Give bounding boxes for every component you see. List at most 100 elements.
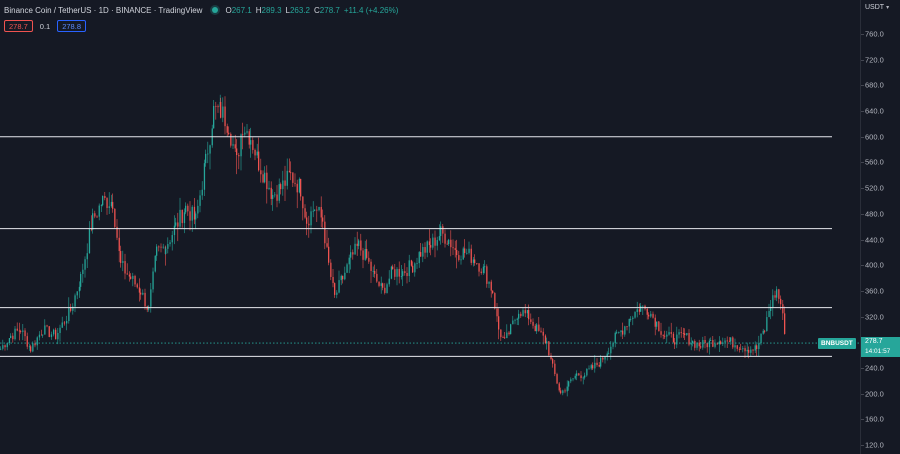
price-tick-mark	[861, 290, 864, 292]
candle-body	[386, 284, 388, 293]
candle-body	[506, 332, 508, 339]
candle-body	[20, 331, 22, 333]
candle-body	[706, 343, 708, 348]
candle-body	[280, 184, 282, 190]
candle-body	[454, 248, 456, 250]
price-tick-label: 200.0	[865, 389, 884, 399]
candle-body	[680, 332, 682, 334]
candle-body	[372, 270, 374, 272]
candle-body	[524, 310, 526, 314]
candlestick-chart[interactable]	[0, 0, 860, 454]
candle-body	[778, 289, 780, 299]
candle-body	[256, 151, 258, 156]
spread-value: 0.1	[39, 21, 51, 31]
candle-body	[418, 252, 420, 264]
candle-body	[30, 346, 32, 352]
candle-body	[736, 345, 738, 349]
candle-body	[300, 178, 302, 197]
candle-body	[658, 321, 660, 332]
market-status-icon	[212, 7, 219, 13]
candle-body	[264, 172, 266, 183]
sell-button[interactable]: 278.7	[4, 20, 33, 32]
candle-body	[191, 206, 193, 221]
bar-countdown: 14:01:57	[865, 348, 891, 356]
candle-body	[642, 305, 644, 307]
candle-body	[388, 278, 390, 285]
candle-body	[195, 213, 197, 220]
candle-body	[112, 201, 114, 209]
symbol-title[interactable]: Binance Coin / TetherUS · 1D · BINANCE ·…	[4, 5, 203, 15]
open-value: 267.1	[231, 5, 252, 15]
candle-body	[434, 237, 436, 246]
candle-body	[72, 306, 74, 311]
currency-selector[interactable]: USDT ▾	[861, 0, 900, 16]
candle-body	[574, 375, 576, 379]
candle-body	[169, 242, 171, 245]
candle-body	[368, 257, 370, 262]
candle-body	[662, 334, 664, 336]
candle-body	[215, 105, 217, 107]
candle-body	[408, 260, 410, 277]
candle-body	[76, 291, 78, 296]
chart-area[interactable]	[0, 0, 860, 454]
candle-body	[664, 335, 666, 337]
candle-body	[38, 334, 41, 338]
candle-body	[320, 206, 322, 218]
price-tick-mark	[861, 367, 864, 369]
candle-body	[126, 273, 128, 275]
candle-body	[490, 281, 492, 291]
candle-body	[258, 151, 260, 171]
candle-body	[86, 253, 88, 260]
candle-body	[136, 284, 138, 288]
candle-body	[576, 373, 578, 376]
candle-body	[330, 262, 332, 277]
candle-body	[486, 266, 488, 284]
candle-body	[676, 334, 678, 345]
candle-body	[668, 332, 670, 335]
candle-body	[36, 337, 38, 346]
candle-body	[244, 132, 246, 135]
candle-body	[236, 148, 238, 156]
candle-body	[546, 341, 548, 344]
candle-body	[494, 293, 496, 309]
candle-body	[394, 269, 396, 277]
buy-button[interactable]: 278.8	[57, 20, 86, 32]
price-tick-mark	[861, 111, 864, 113]
candle-body	[226, 126, 228, 133]
candle-body	[650, 313, 652, 317]
candle-body	[412, 265, 414, 273]
candle-body	[748, 349, 750, 353]
candle-body	[728, 340, 731, 342]
price-tick-mark	[861, 213, 864, 215]
candle-body	[522, 310, 524, 317]
price-scale[interactable]: USDT ▾ 760.0 720.0 680.0 640.0 600.0 560.0 520.…	[860, 0, 900, 454]
candle-body	[222, 106, 224, 118]
price-tick-mark	[861, 59, 864, 61]
candle-body	[74, 295, 76, 307]
candle-body	[446, 243, 448, 245]
candle-body	[744, 348, 746, 352]
candle-body	[488, 281, 490, 284]
candle-body	[242, 134, 244, 136]
candle-body	[106, 198, 108, 208]
price-tick-mark	[861, 188, 864, 190]
candle-body	[746, 349, 748, 352]
candle-body	[134, 275, 136, 285]
candle-body	[326, 243, 328, 247]
candle-body	[18, 330, 21, 332]
candle-body	[8, 337, 11, 343]
candle-body	[516, 318, 518, 320]
price-tick-label: 120.0	[865, 440, 884, 450]
candle-body	[480, 271, 482, 273]
candle-body	[620, 330, 622, 333]
price-tick-label: 680.0	[865, 80, 884, 90]
candle-body	[738, 348, 741, 350]
candle-body	[694, 341, 696, 348]
candle-body	[450, 239, 452, 248]
candle-body	[282, 180, 284, 190]
candle-body	[604, 356, 606, 360]
candle-body	[722, 342, 724, 344]
candle-body	[100, 205, 103, 206]
candle-body	[96, 216, 98, 218]
candle-body	[171, 235, 173, 243]
